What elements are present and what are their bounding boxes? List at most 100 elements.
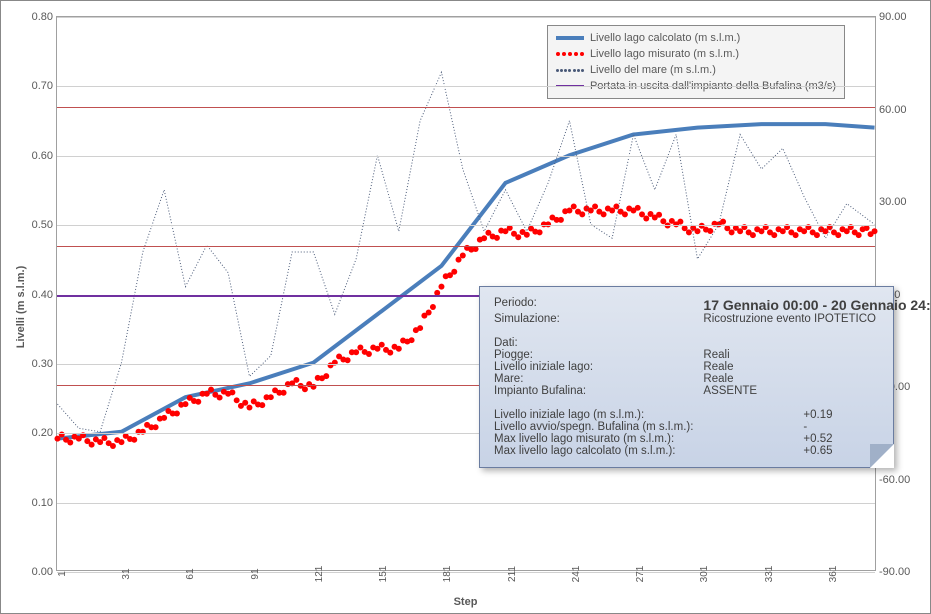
- reference-line: [57, 107, 875, 108]
- info-value: -: [703, 421, 931, 433]
- info-label: Impianto Bufalina:: [494, 385, 703, 397]
- legend-label: Livello del mare (m s.l.m.): [590, 64, 716, 76]
- series-marker: [110, 443, 116, 449]
- y-tick-label: 0.30: [32, 358, 53, 370]
- series-marker: [537, 229, 543, 235]
- info-value: Reale: [703, 373, 931, 385]
- info-label: Piogge:: [494, 349, 703, 361]
- info-value: Reale: [703, 361, 931, 373]
- series-marker: [720, 219, 726, 225]
- info-label: Livello iniziale lago (m s.l.m.):: [494, 409, 703, 421]
- series-marker: [515, 234, 521, 240]
- y2-tick-label: -60.00: [879, 474, 910, 486]
- series-marker: [174, 410, 180, 416]
- series-marker: [161, 415, 167, 421]
- series-marker: [656, 212, 662, 218]
- x-tick-label: 241: [571, 566, 582, 583]
- series-marker: [89, 442, 95, 448]
- series-marker: [579, 211, 585, 217]
- info-value: ASSENTE: [703, 385, 931, 397]
- legend-item: Livello lago misurato (m s.l.m.): [556, 46, 836, 62]
- series-marker: [118, 439, 124, 445]
- series-marker: [460, 252, 466, 258]
- x-tick-label: 121: [314, 566, 325, 583]
- series-marker: [592, 203, 598, 209]
- y-tick-label: 0.10: [32, 497, 53, 509]
- series-marker: [101, 435, 107, 441]
- legend-item: Livello del mare (m s.l.m.): [556, 62, 836, 78]
- info-value: +0.19: [703, 409, 931, 421]
- x-tick-label: 151: [378, 566, 389, 583]
- info-label: Periodo:: [494, 297, 703, 313]
- series-marker: [793, 232, 799, 238]
- series-marker: [387, 350, 393, 356]
- y-tick-label: 0.20: [32, 427, 53, 439]
- series-marker: [643, 216, 649, 222]
- info-label: [494, 325, 703, 337]
- series-marker: [208, 387, 214, 393]
- series-marker: [195, 399, 201, 405]
- info-label: [494, 397, 703, 409]
- series-marker: [622, 211, 628, 217]
- legend-label: Livello lago calcolato (m s.l.m.): [590, 32, 740, 44]
- series-marker: [729, 229, 735, 235]
- series-marker: [182, 401, 188, 407]
- series-marker: [268, 394, 274, 400]
- series-marker: [379, 342, 385, 348]
- info-value: [703, 325, 931, 337]
- x-tick-label: 271: [635, 566, 646, 583]
- x-tick-label: 361: [828, 566, 839, 583]
- series-marker: [707, 228, 713, 234]
- series-marker: [494, 235, 500, 241]
- series-marker: [872, 228, 878, 234]
- series-marker: [345, 357, 351, 363]
- series-marker: [856, 232, 862, 238]
- series-marker: [131, 437, 137, 443]
- info-value: [703, 337, 931, 349]
- series-marker: [229, 389, 235, 395]
- series-marker: [771, 232, 777, 238]
- info-value: [703, 397, 931, 409]
- series-marker: [293, 377, 299, 383]
- series-marker: [524, 232, 530, 238]
- series-marker: [302, 386, 308, 392]
- x-axis-title: Step: [454, 596, 478, 608]
- series-marker: [409, 337, 415, 343]
- legend-label: Livello lago misurato (m s.l.m.): [590, 48, 739, 60]
- series-marker: [357, 344, 363, 350]
- info-value: Ricostruzione evento IPOTETICO: [703, 313, 931, 325]
- series-marker: [153, 424, 159, 430]
- x-tick-label: 331: [764, 566, 775, 583]
- info-value: Reali: [703, 349, 931, 361]
- y-tick-label: 0.50: [32, 219, 53, 231]
- info-label: Dati:: [494, 337, 703, 349]
- series-marker: [814, 232, 820, 238]
- y2-tick-label: 30.00: [879, 196, 907, 208]
- info-label: Simulazione:: [494, 313, 703, 325]
- info-value: +0.65: [703, 445, 931, 457]
- y-tick-label: 0.60: [32, 150, 53, 162]
- info-value: +0.52: [703, 433, 931, 445]
- series-marker: [635, 205, 641, 211]
- y-axis-title: Livelli (m s.l.m.): [15, 266, 27, 349]
- series-marker: [750, 232, 756, 238]
- info-label: Livello avvio/spegn. Bufalina (m s.l.m.)…: [494, 421, 703, 433]
- y2-tick-label: -90.00: [879, 566, 910, 578]
- legend-box: Livello lago calcolato (m s.l.m.) Livello…: [547, 25, 845, 99]
- series-marker: [323, 373, 329, 379]
- series-marker: [246, 405, 252, 411]
- series-marker: [217, 395, 223, 401]
- series-marker: [281, 390, 287, 396]
- x-tick-label: 211: [507, 566, 518, 582]
- series-marker: [660, 218, 666, 224]
- series-marker: [835, 232, 841, 238]
- series-marker: [426, 310, 432, 316]
- series-marker: [438, 284, 444, 290]
- series-marker: [366, 351, 372, 357]
- series-marker: [430, 304, 436, 310]
- series-marker: [242, 400, 248, 406]
- y-tick-label: 0.80: [32, 11, 53, 23]
- series-marker: [396, 346, 402, 352]
- series-marker: [481, 235, 487, 241]
- x-tick-label: 1: [57, 571, 68, 577]
